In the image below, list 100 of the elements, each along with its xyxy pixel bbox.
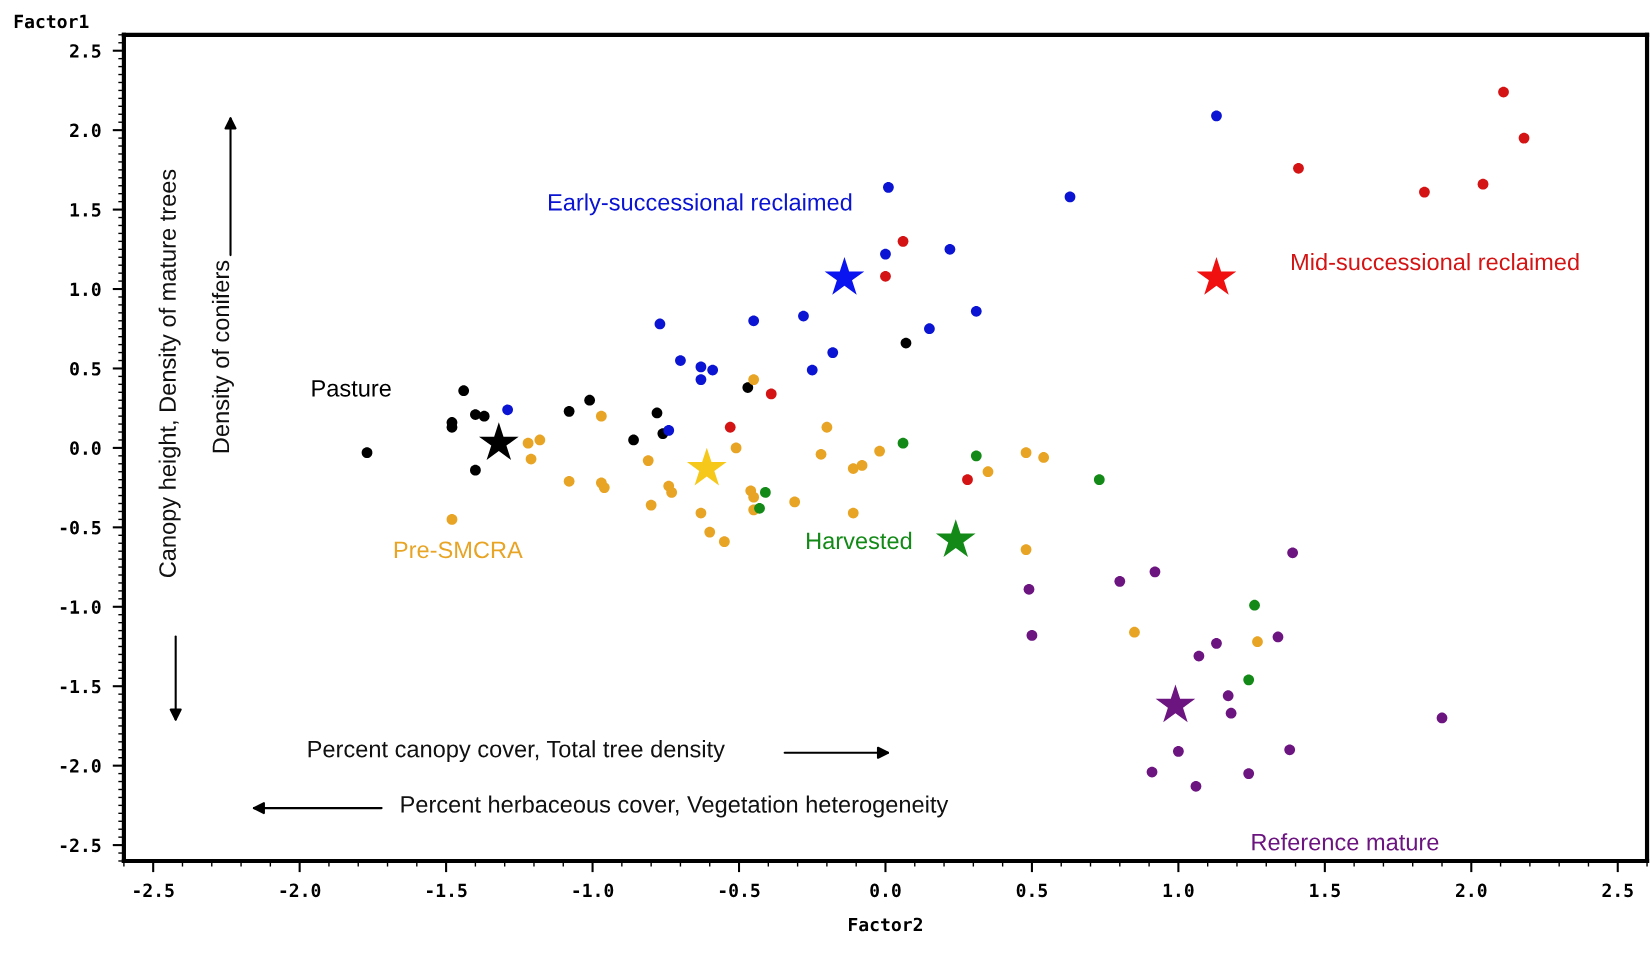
point: [1284, 744, 1296, 756]
point: [1155, 684, 1196, 723]
point: [584, 394, 596, 406]
point: [666, 487, 678, 498]
point: [1243, 674, 1255, 686]
point: [642, 455, 654, 466]
point: [563, 475, 575, 487]
point: [1419, 186, 1430, 198]
point: [1518, 132, 1530, 144]
point: [675, 355, 686, 366]
point: [704, 526, 716, 538]
text: Reference mature: [1252, 833, 1439, 851]
point: [1498, 86, 1509, 98]
point: [897, 235, 909, 247]
point: [724, 421, 736, 433]
point: [628, 434, 639, 446]
point: [502, 404, 513, 416]
point: [1146, 766, 1158, 778]
point: [1287, 547, 1298, 559]
x-tick-label: -2.0: [280, 883, 321, 898]
point: [798, 310, 809, 322]
y-axis-title: Factor1: [14, 14, 89, 29]
x-tick-label: -2.5: [134, 883, 174, 898]
point: [1249, 599, 1260, 611]
point: [1129, 626, 1140, 638]
point: [654, 318, 666, 330]
y-tick-label: 0.0: [70, 441, 101, 456]
point: [470, 464, 481, 476]
annotation: Percent herbaceous cover, Vegetation heterogeneity: [401, 795, 949, 818]
y-tick-label: 1.0: [70, 282, 101, 297]
series-label: Pre-SMCRA: [394, 541, 523, 559]
point: [754, 502, 765, 514]
y-tick-label: -1.5: [60, 679, 101, 694]
annotation: Percent canopy cover, Total tree density: [308, 740, 725, 763]
x-tick-label: -1.5: [427, 883, 467, 898]
point: [563, 405, 575, 417]
point: [651, 407, 663, 419]
y-tick-label: -2.0: [60, 759, 101, 773]
point: [897, 437, 909, 449]
x-tick-label: 0.0: [870, 883, 901, 898]
point: [1093, 474, 1105, 486]
y-tick-label: -1.0: [60, 600, 101, 614]
y-tick-label: 1.5: [70, 203, 101, 217]
point: [1173, 745, 1184, 757]
point: [1023, 583, 1035, 595]
point: [847, 463, 859, 474]
point: [970, 305, 982, 317]
point: [748, 491, 760, 503]
point: [924, 323, 935, 335]
x-tick-label: -1.0: [573, 883, 614, 898]
y-tick-label: 0.5: [70, 361, 101, 376]
point: [1020, 544, 1032, 555]
point: [935, 519, 976, 557]
point: [874, 445, 885, 457]
point: [1293, 162, 1304, 174]
point: [962, 474, 973, 486]
point: [1114, 575, 1126, 587]
point: [1243, 768, 1255, 779]
point: [1038, 452, 1050, 463]
point: [1020, 447, 1032, 459]
text: Pasture: [312, 380, 391, 397]
point: [707, 364, 719, 376]
annotation: Canopy height, Density of mature trees: [158, 169, 181, 578]
point: [663, 425, 675, 436]
point: [534, 434, 546, 446]
point: [730, 442, 742, 454]
point: [458, 385, 470, 397]
point: [765, 388, 777, 400]
x-axis-title: Factor2: [849, 917, 923, 932]
point: [1190, 780, 1202, 792]
y-tick-label: -0.5: [60, 520, 101, 535]
x-tick-label: 2.5: [1602, 883, 1633, 898]
point: [824, 257, 865, 295]
point: [1225, 707, 1237, 719]
point: [944, 243, 956, 255]
x-tick-label: 2.0: [1456, 883, 1487, 898]
point: [1149, 566, 1161, 578]
point: [900, 337, 912, 349]
point: [1211, 110, 1222, 122]
point: [1222, 690, 1234, 702]
x-tick-label: 0.5: [1016, 883, 1048, 898]
point: [1211, 637, 1222, 649]
point: [686, 447, 727, 486]
point: [470, 409, 481, 420]
point: [598, 482, 610, 493]
point: [760, 487, 771, 498]
point: [815, 448, 827, 460]
point: [748, 374, 760, 385]
point: [478, 410, 490, 422]
point: [970, 450, 982, 462]
y-tick-label: 2.0: [70, 123, 101, 138]
point: [1026, 630, 1038, 641]
series-label: Early-successional reclaimed: [549, 193, 852, 216]
point: [525, 453, 537, 465]
text: Harvested: [807, 531, 912, 550]
point: [982, 466, 994, 478]
y-tick-label: -2.5: [60, 838, 101, 853]
x-tick-label: 1.5: [1310, 883, 1340, 898]
point: [789, 496, 801, 508]
point: [856, 460, 868, 471]
